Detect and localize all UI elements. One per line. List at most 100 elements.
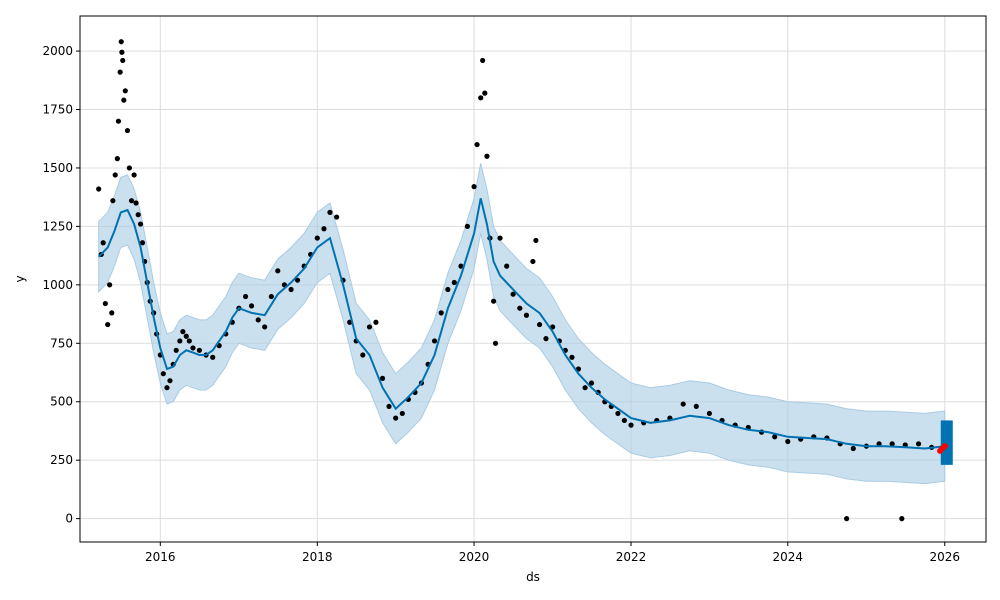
observed-point <box>517 305 523 311</box>
observed-point <box>464 223 470 229</box>
observed-point <box>183 333 189 339</box>
observed-point <box>133 200 139 206</box>
observed-point <box>180 329 186 335</box>
observed-point <box>471 184 477 190</box>
observed-point <box>110 198 116 204</box>
observed-point <box>242 293 249 300</box>
observed-point <box>164 385 170 391</box>
observed-point <box>128 198 135 204</box>
observed-point <box>268 293 274 300</box>
observed-point <box>120 57 126 64</box>
observed-point <box>533 237 539 244</box>
y-axis-label: y <box>13 275 27 282</box>
observed-point <box>497 235 503 241</box>
observed-point <box>119 49 125 55</box>
x-tick-label: 2018 <box>302 550 333 564</box>
observed-point <box>135 212 141 218</box>
observed-point <box>288 286 294 293</box>
observed-point <box>190 345 196 351</box>
observed-point <box>262 324 268 330</box>
y-tick-label: 500 <box>50 395 73 409</box>
observed-point <box>173 347 179 353</box>
observed-point <box>314 235 320 241</box>
forecast-line <box>97 198 945 450</box>
observed-point <box>210 354 216 360</box>
x-tick-label: 2022 <box>616 550 647 564</box>
observed-point <box>248 303 255 309</box>
y-tick-label: 1250 <box>42 219 73 233</box>
observed-point <box>915 441 922 447</box>
observed-point <box>582 385 588 391</box>
observed-point <box>360 352 366 358</box>
observed-point <box>160 371 166 377</box>
observed-point <box>131 172 137 178</box>
observed-point <box>399 410 405 417</box>
x-tick-label: 2016 <box>145 550 176 564</box>
y-tick-label: 250 <box>50 453 73 467</box>
observed-point <box>139 240 146 246</box>
y-tick-label: 1750 <box>42 103 73 117</box>
observed-point <box>706 410 713 417</box>
observed-point <box>628 422 634 428</box>
observed-point <box>393 415 399 421</box>
observed-point <box>543 336 549 342</box>
observed-point <box>474 141 480 148</box>
x-tick-label: 2024 <box>773 550 804 564</box>
observed-point <box>255 317 261 323</box>
highlight-point <box>941 443 948 450</box>
observed-point <box>490 298 497 304</box>
observed-point <box>492 340 499 346</box>
observed-point <box>117 69 123 75</box>
observed-point <box>621 417 627 424</box>
observed-point <box>186 338 192 344</box>
observed-point <box>100 240 106 246</box>
observed-point <box>121 97 127 103</box>
observed-point <box>96 186 102 192</box>
observed-point <box>510 291 516 297</box>
observed-point <box>451 279 457 286</box>
plot-area-frame <box>79 15 987 543</box>
y-tick-label: 750 <box>50 336 73 350</box>
observed-point <box>876 441 882 447</box>
observed-point <box>445 286 451 293</box>
observed-point <box>294 277 301 283</box>
forecast-end-block <box>940 420 953 465</box>
observed-point <box>327 209 333 215</box>
observed-point <box>478 95 484 101</box>
observed-point <box>102 300 108 307</box>
observed-point <box>569 354 575 360</box>
observed-point <box>122 88 128 94</box>
uncertainty-band-area <box>98 163 946 485</box>
observed-point <box>484 153 490 159</box>
x-tick-label: 2020 <box>459 550 490 564</box>
observed-point <box>366 324 373 330</box>
observed-point <box>693 403 699 410</box>
observed-point <box>386 403 392 410</box>
observed-point <box>615 410 621 417</box>
x-tick-label: 2026 <box>929 550 960 564</box>
observed-point <box>275 268 281 274</box>
observed-point <box>480 57 486 64</box>
observed-point <box>850 445 856 452</box>
observed-point <box>785 438 791 445</box>
observed-point <box>431 338 438 344</box>
observed-point <box>458 263 464 269</box>
y-tick-label: 1000 <box>42 278 73 292</box>
observed-point <box>523 312 530 318</box>
observed-point <box>504 263 510 269</box>
observed-point <box>379 375 386 381</box>
observed-point <box>115 118 122 124</box>
observed-point <box>536 321 543 328</box>
y-tick-label: 2000 <box>42 44 73 58</box>
observed-point <box>334 214 340 220</box>
observed-point <box>167 378 173 384</box>
observed-point <box>124 127 131 134</box>
observed-point <box>482 90 488 96</box>
observed-point <box>177 338 183 344</box>
observed-point <box>772 434 778 440</box>
uncertainty-band <box>98 163 946 485</box>
observed-point <box>899 516 905 522</box>
observed-point <box>844 516 850 522</box>
axis-ticks: 0 250 500 750 1000 1250 1500 1750 2000 2016 2018 20… <box>42 44 960 564</box>
